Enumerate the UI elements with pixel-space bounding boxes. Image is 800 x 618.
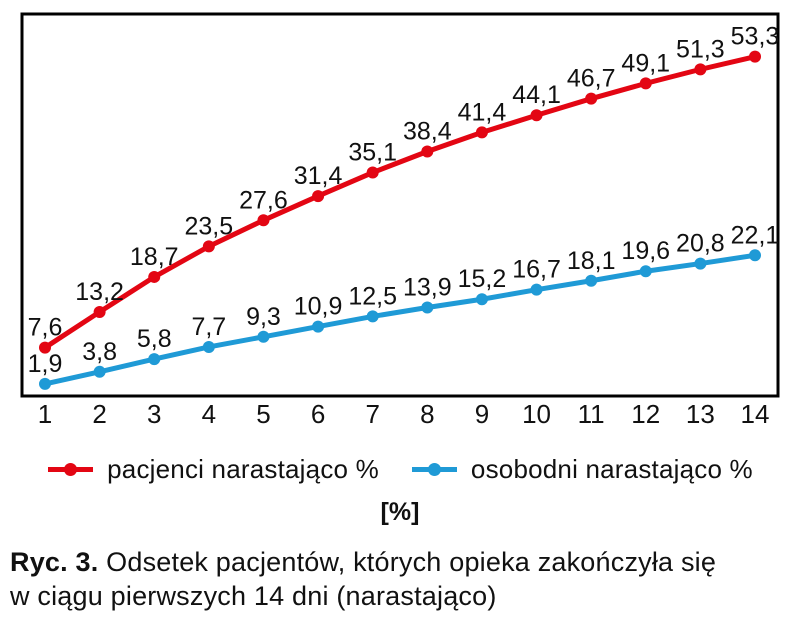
data-point-label: 19,6 xyxy=(621,237,670,265)
x-axis-tick-label: 11 xyxy=(578,399,605,429)
data-point-label: 18,1 xyxy=(567,247,616,275)
data-point-label: 3,8 xyxy=(82,338,117,366)
data-point-label: 20,8 xyxy=(676,230,725,258)
plot-border xyxy=(20,12,780,398)
data-point-marker xyxy=(257,214,270,227)
data-point-marker xyxy=(475,293,488,306)
x-axis-tick-label: 6 xyxy=(311,399,325,429)
x-axis-tick-label: 4 xyxy=(202,399,216,429)
data-point-label: 12,5 xyxy=(348,282,397,310)
data-point-marker xyxy=(585,274,598,287)
data-point-marker xyxy=(530,283,543,296)
legend-dot xyxy=(427,462,441,476)
data-point-marker xyxy=(694,257,707,270)
figure-caption: Ryc. 3. Odsetek pacjentów, których opiek… xyxy=(0,545,796,613)
data-point-label: 51,3 xyxy=(676,35,725,63)
legend-item-0: pacjenci narastająco % xyxy=(47,454,379,485)
data-point-label: 13,2 xyxy=(75,278,124,306)
data-point-label: 22,1 xyxy=(731,221,780,249)
x-axis-tick-label: 10 xyxy=(522,399,551,429)
data-point-marker xyxy=(530,109,543,122)
x-axis-tick-label: 2 xyxy=(92,399,106,429)
legend-label: osobodni narastająco % xyxy=(470,453,753,484)
chart-canvas: 1 2 3 4 5 6 7 8 9 10 11 12 13 141,9 3,8 5,8 7,7 9,3 10,9 12… xyxy=(20,12,780,429)
caption-number: Ryc. 3. xyxy=(10,547,99,577)
series-pacjenci: 7,613,218,723,527,631,435,138,441,444,14… xyxy=(28,23,780,354)
data-point-marker xyxy=(421,145,434,158)
data-point-label: 10,9 xyxy=(294,293,343,321)
x-axis-tick-label: 8 xyxy=(420,399,434,429)
data-point-label: 5,8 xyxy=(137,325,172,353)
series-line xyxy=(42,252,758,387)
data-point-marker xyxy=(93,365,106,378)
legend-line-marker-icon xyxy=(411,462,457,476)
x-axis-tick-label: 3 xyxy=(147,399,161,429)
data-point-label: 41,4 xyxy=(458,98,507,126)
caption-text-line1: Odsetek pacjentów, których opieka zakońc… xyxy=(106,547,717,577)
data-point-label: 23,5 xyxy=(185,212,234,240)
data-point-marker xyxy=(421,301,434,314)
data-point-marker xyxy=(694,63,707,76)
data-point-marker xyxy=(639,265,652,278)
x-axis-tick-label: 14 xyxy=(741,399,770,429)
x-axis-tick-labels: 1 2 3 4 5 6 7 8 9 10 11 12 13 14 xyxy=(38,399,770,429)
data-point-label: 27,6 xyxy=(239,186,288,214)
data-point-label: 1,9 xyxy=(28,350,63,378)
data-point-marker xyxy=(148,270,161,283)
data-point-marker xyxy=(639,77,652,90)
data-point-marker xyxy=(366,166,379,179)
x-axis-tick-label: 9 xyxy=(475,399,489,429)
x-axis-tick-label: 12 xyxy=(631,399,660,429)
data-point-marker xyxy=(312,190,325,203)
data-point-marker xyxy=(257,330,270,343)
caption-text-line2: w ciągu pierwszych 14 dni (narastająco) xyxy=(10,581,497,611)
data-point-label: 18,7 xyxy=(130,243,179,271)
unit-label: [%] xyxy=(380,498,420,526)
data-point-label: 31,4 xyxy=(294,162,343,190)
x-axis-tick-label: 5 xyxy=(256,399,270,429)
data-point-label: 53,3 xyxy=(731,23,780,51)
data-point-label: 38,4 xyxy=(403,118,452,146)
series-line xyxy=(42,54,758,351)
data-point-marker xyxy=(93,305,106,318)
data-point-label: 16,7 xyxy=(512,256,561,284)
data-point-label: 7,7 xyxy=(191,313,226,341)
data-point-marker xyxy=(749,249,761,262)
data-point-marker xyxy=(39,377,51,390)
data-point-label: 15,2 xyxy=(458,265,507,293)
data-point-label: 35,1 xyxy=(348,139,397,167)
data-point-marker xyxy=(749,50,761,63)
data-point-label: 7,6 xyxy=(28,314,63,342)
data-point-label: 44,1 xyxy=(512,81,561,109)
legend-line-marker-icon xyxy=(48,462,94,476)
data-point-marker xyxy=(202,240,215,253)
data-point-marker xyxy=(585,92,598,105)
x-axis-tick-label: 1 xyxy=(38,399,52,429)
data-point-marker xyxy=(366,310,379,323)
data-point-label: 13,9 xyxy=(403,274,452,302)
data-point-marker xyxy=(148,353,161,366)
data-point-label: 9,3 xyxy=(246,303,281,331)
series-osobodni: 1,9 3,8 5,8 7,7 9,3 10,9 12,5 13,9 15,2 16,7 18,1 1… xyxy=(28,221,780,390)
data-point-label: 49,1 xyxy=(621,49,670,77)
data-point-marker xyxy=(475,126,488,139)
chart-legend: pacjenci narastająco % osobodni narastają… xyxy=(0,452,800,486)
data-point-label: 46,7 xyxy=(567,65,616,93)
legend-dot xyxy=(64,462,78,476)
x-axis-tick-label: 7 xyxy=(365,399,379,429)
x-axis-tick-label: 13 xyxy=(686,399,715,429)
data-point-marker xyxy=(202,340,215,353)
data-point-marker xyxy=(39,341,51,354)
data-point-marker xyxy=(312,320,325,333)
legend-label: pacjenci narastająco % xyxy=(107,453,379,484)
legend-item-1: osobodni narastająco % xyxy=(411,454,753,485)
line-chart: 1 2 3 4 5 6 7 8 9 10 11 12 13 14 1,9 3,8 5,8 7,7 9,3 10,9 12… xyxy=(20,12,780,429)
